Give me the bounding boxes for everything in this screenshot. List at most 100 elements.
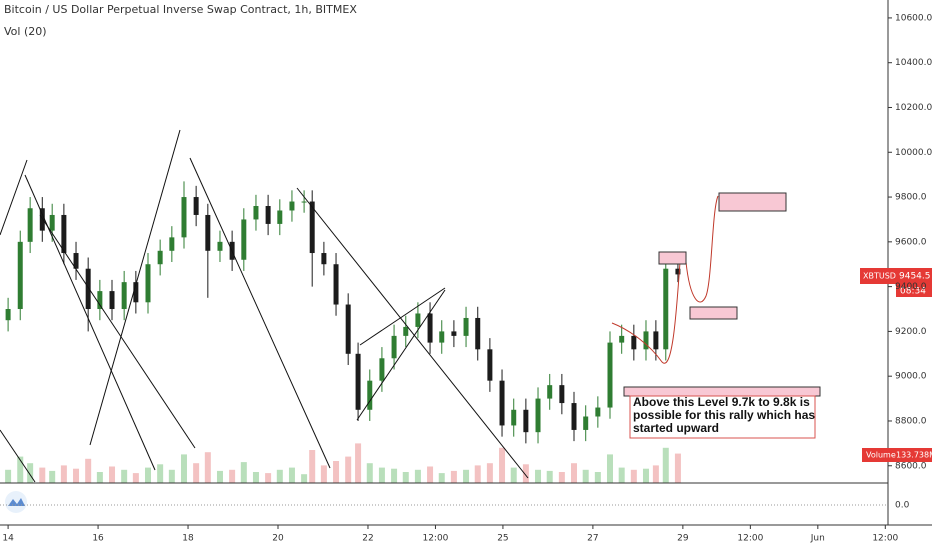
candle-body [345,304,351,354]
volume-bar [463,469,470,483]
price-tag-box [860,268,932,284]
volume-bar [355,443,362,483]
candle-body [277,210,283,224]
volume-bar [535,469,542,483]
candle-body [523,409,529,433]
volume-bar [450,470,457,483]
candle-body [145,264,151,303]
volume-bar [438,473,445,483]
logo[interactable] [5,491,27,513]
candle-body [5,309,11,321]
volume-bar [252,472,259,483]
volume-bar [546,470,553,483]
zones [623,192,821,397]
candle-body [39,208,45,231]
volume-bar [39,467,46,483]
volume-tag: Volume 133.738M [862,448,932,462]
volume-bar [571,463,578,483]
candle-body [97,291,103,310]
x-tick-label: 14 [2,534,14,544]
y-tick-label: 10600.0 [895,13,932,23]
volume-tag-name: Volume [866,451,896,460]
volume-bar [121,469,128,483]
candle-body [403,326,409,336]
volume-bar [366,463,373,483]
candle-body [289,201,295,211]
candle-body [109,291,115,310]
candle-body [205,214,211,251]
trend-line [0,159,28,236]
volume-bar [96,472,103,483]
volume-bar [180,454,187,483]
volume-bar [474,465,481,483]
volume-bar [320,465,327,483]
y-tick-label: 8800.0 [895,416,927,426]
volume-bar [216,470,223,483]
volume-bar [5,469,12,483]
trend-line [356,289,446,421]
x-tick-label: 12:00 [422,534,448,544]
volume-bar [522,464,529,483]
volume-bar [168,469,175,483]
logo-circle[interactable] [5,491,27,513]
annotation: Above this Level 9.7k to 9.8k ispossible… [633,395,815,435]
volume-bar [378,467,385,483]
candle-body [675,268,681,275]
candle-body [391,335,397,359]
volume-bar [630,469,637,483]
candle-body [379,358,385,381]
y-tick-label: 9400.0 [895,282,927,292]
volume-bar [594,472,601,483]
candle-body [439,331,445,343]
volume-bar [402,472,409,483]
trend-line [0,429,36,483]
price-tag-value: 9454.5 [899,272,931,282]
candle-body [559,385,565,404]
candle-body [17,241,23,310]
candle-body [169,237,175,251]
volume-bar [60,465,67,483]
target-zone [718,192,787,212]
trend-line [24,174,156,471]
volume-bar [193,463,200,483]
volume-bar [49,470,56,483]
x-tick-label: 20 [272,534,284,544]
candle-body [301,201,307,203]
x-tick-label: 18 [182,534,194,544]
volume-bar [229,469,236,483]
x-tick-label: 25 [497,534,508,544]
volume-bar [618,467,625,483]
countdown-box [896,284,932,297]
y-tick-label: 8600.0 [895,461,927,471]
indicator-name: Vol (20) [4,25,47,38]
candle-body [663,268,669,350]
candle-body [61,214,67,254]
volume-bar [204,452,211,483]
y-tick-label: 10200.0 [895,103,932,113]
volume-bar [427,466,434,483]
candle-body [27,208,33,242]
volume-bar [606,454,613,483]
candle-body [355,353,361,410]
y-tick-label: 10000.0 [895,148,932,158]
volume-bar [391,468,398,483]
candle-body [157,250,163,265]
volume-bar [288,467,295,483]
logo-icon[interactable] [8,498,25,506]
candle-body [133,282,139,303]
candle-body [333,264,339,305]
volume-bar [132,473,139,483]
candle-body [451,331,457,336]
candle-body [367,380,373,410]
candle-body [217,241,223,251]
trend-line [359,287,446,346]
trend-line [89,129,181,446]
projection-curve [611,261,681,364]
y-tick-label: 9600.0 [895,237,927,247]
candle-body [241,219,247,260]
candle-body [607,342,613,408]
volume-bar [510,467,517,483]
annotation-line: started upward [633,421,719,435]
candle-body [619,335,625,343]
candle-layer [5,181,681,444]
